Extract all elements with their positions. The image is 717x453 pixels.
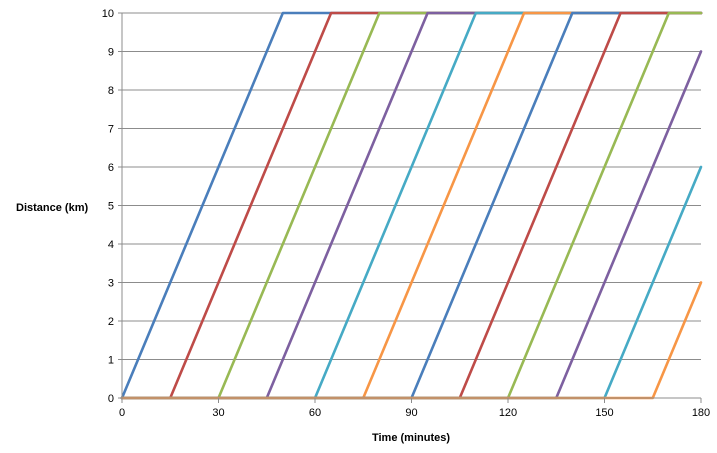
y-tick-label: 2	[108, 316, 114, 328]
y-tick-label: 0	[108, 393, 114, 405]
x-tick-label: 30	[212, 407, 224, 419]
y-tick-label: 4	[108, 239, 114, 251]
y-tick-label: 6	[108, 162, 114, 174]
x-tick-label: 90	[405, 407, 417, 419]
y-tick-label: 1	[108, 355, 114, 367]
axes	[118, 12, 702, 403]
x-tick-label: 120	[499, 407, 517, 419]
series-line-12	[120, 281, 703, 400]
x-tick-label: 60	[309, 407, 321, 419]
y-tick-labels: 0 1 2 3 4 5 6 7 8 9 10	[102, 8, 114, 405]
x-tick-label: 0	[119, 407, 125, 419]
y-axis-title: Distance (km)	[16, 202, 88, 214]
y-tick-label: 3	[108, 278, 114, 290]
y-tick-label: 7	[108, 124, 114, 136]
series-line-10	[120, 50, 703, 400]
x-tick-labels: 0 30 60 90 120 150 180	[119, 407, 710, 419]
x-axis-title: Time (minutes)	[372, 432, 450, 444]
x-tick-label: 150	[595, 407, 613, 419]
y-tick-label: 5	[108, 201, 114, 213]
y-tick-label: 8	[108, 85, 114, 97]
x-tick-label: 180	[692, 407, 710, 419]
y-tick-label: 10	[102, 8, 114, 20]
y-tick-label: 9	[108, 47, 114, 59]
